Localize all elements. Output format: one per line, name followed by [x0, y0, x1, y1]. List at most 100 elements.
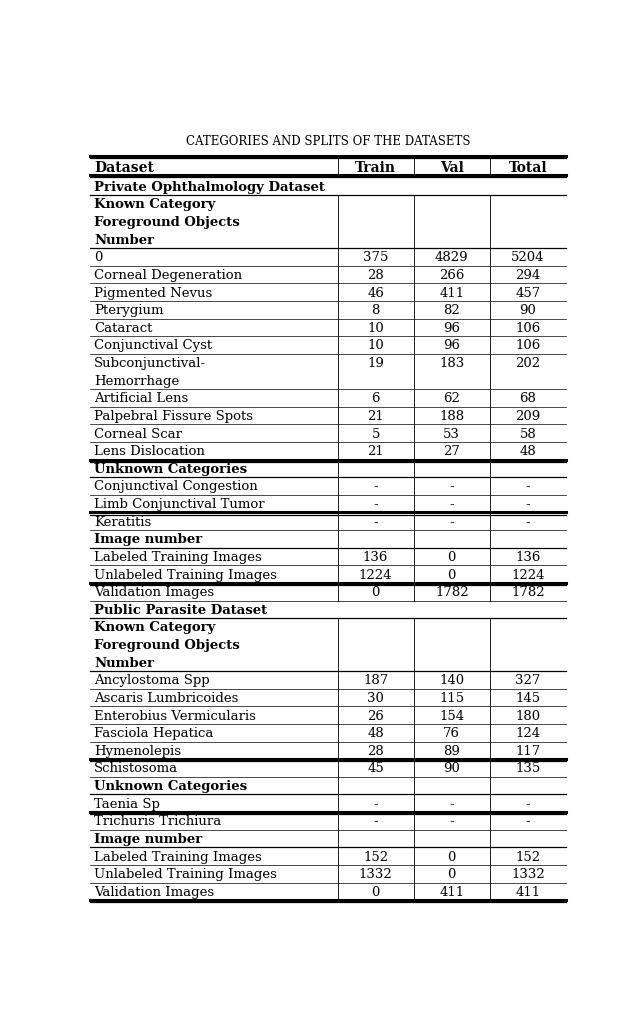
- Text: 76: 76: [444, 727, 460, 739]
- Text: 62: 62: [444, 392, 460, 405]
- Text: 96: 96: [444, 339, 460, 352]
- Text: 152: 152: [363, 849, 388, 862]
- Text: 266: 266: [439, 269, 465, 282]
- Text: Palpebral Fissure Spots: Palpebral Fissure Spots: [94, 409, 253, 423]
- Text: 19: 19: [367, 357, 384, 370]
- Text: 202: 202: [515, 357, 541, 370]
- Text: Hymenolepis: Hymenolepis: [94, 744, 181, 757]
- Text: 28: 28: [367, 744, 384, 757]
- Text: 124: 124: [515, 727, 541, 739]
- Text: Total: Total: [509, 161, 547, 174]
- Text: Fasciola Hepatica: Fasciola Hepatica: [94, 727, 213, 739]
- Text: 58: 58: [520, 427, 536, 440]
- Text: -: -: [449, 797, 454, 810]
- Text: 145: 145: [515, 692, 541, 705]
- Text: 187: 187: [363, 673, 388, 686]
- Text: -: -: [449, 516, 454, 528]
- Text: Labeled Training Images: Labeled Training Images: [94, 849, 262, 862]
- Text: 1332: 1332: [359, 867, 392, 881]
- Text: -: -: [373, 516, 378, 528]
- Text: -: -: [525, 815, 531, 828]
- Text: 1224: 1224: [359, 568, 392, 581]
- Text: 152: 152: [515, 849, 541, 862]
- Text: Taenia Sp: Taenia Sp: [94, 797, 160, 810]
- Text: 411: 411: [439, 286, 465, 299]
- Text: CATEGORIES AND SPLITS OF THE DATASETS: CATEGORIES AND SPLITS OF THE DATASETS: [186, 134, 470, 148]
- Text: Pterygium: Pterygium: [94, 304, 163, 316]
- Text: -: -: [373, 497, 378, 511]
- Text: 1332: 1332: [511, 867, 545, 881]
- Text: Image number: Image number: [94, 832, 202, 845]
- Text: 6: 6: [371, 392, 380, 405]
- Text: Lens Dislocation: Lens Dislocation: [94, 445, 205, 458]
- Text: -: -: [449, 815, 454, 828]
- Text: 136: 136: [363, 550, 388, 563]
- Text: Validation Images: Validation Images: [94, 585, 214, 599]
- Text: Enterobius Vermicularis: Enterobius Vermicularis: [94, 709, 256, 722]
- Text: 115: 115: [439, 692, 465, 705]
- Text: Known Category: Known Category: [94, 621, 215, 634]
- Text: 375: 375: [363, 251, 388, 264]
- Text: Ancylostoma Spp: Ancylostoma Spp: [94, 673, 209, 686]
- Text: Private Ophthalmology Dataset: Private Ophthalmology Dataset: [94, 181, 324, 194]
- Text: 117: 117: [515, 744, 541, 757]
- Text: 26: 26: [367, 709, 384, 722]
- Text: 0: 0: [447, 849, 456, 862]
- Text: Corneal Degeneration: Corneal Degeneration: [94, 269, 242, 282]
- Text: 209: 209: [515, 409, 541, 423]
- Text: -: -: [525, 797, 531, 810]
- Text: 135: 135: [515, 761, 541, 774]
- Text: Cataract: Cataract: [94, 321, 152, 335]
- Text: 4829: 4829: [435, 251, 468, 264]
- Text: 0: 0: [94, 251, 102, 264]
- Text: 327: 327: [515, 673, 541, 686]
- Text: Validation Images: Validation Images: [94, 885, 214, 898]
- Text: 68: 68: [520, 392, 536, 405]
- Text: 5204: 5204: [511, 251, 545, 264]
- Text: Keratitis: Keratitis: [94, 516, 151, 528]
- Text: Foreground Objects: Foreground Objects: [94, 638, 239, 651]
- Text: -: -: [373, 797, 378, 810]
- Text: -: -: [449, 480, 454, 493]
- Text: -: -: [525, 497, 531, 511]
- Text: Foreground Objects: Foreground Objects: [94, 215, 239, 228]
- Text: Pigmented Nevus: Pigmented Nevus: [94, 286, 212, 299]
- Text: 27: 27: [444, 445, 460, 458]
- Text: Conjunctival Cyst: Conjunctival Cyst: [94, 339, 212, 352]
- Text: 1782: 1782: [435, 585, 468, 599]
- Text: -: -: [525, 516, 531, 528]
- Text: 183: 183: [439, 357, 465, 370]
- Text: 188: 188: [439, 409, 465, 423]
- Text: Image number: Image number: [94, 533, 202, 546]
- Text: 5: 5: [371, 427, 380, 440]
- Text: 46: 46: [367, 286, 384, 299]
- Text: Conjunctival Congestion: Conjunctival Congestion: [94, 480, 258, 493]
- Text: Hemorrhage: Hemorrhage: [94, 374, 179, 387]
- Text: -: -: [373, 480, 378, 493]
- Text: 53: 53: [444, 427, 460, 440]
- Text: 411: 411: [515, 885, 541, 898]
- Text: 106: 106: [515, 321, 541, 335]
- Text: Limb Conjunctival Tumor: Limb Conjunctival Tumor: [94, 497, 264, 511]
- Text: 48: 48: [520, 445, 536, 458]
- Text: 411: 411: [439, 885, 465, 898]
- Text: 294: 294: [515, 269, 541, 282]
- Text: Corneal Scar: Corneal Scar: [94, 427, 182, 440]
- Text: 10: 10: [367, 321, 384, 335]
- Text: Unlabeled Training Images: Unlabeled Training Images: [94, 867, 276, 881]
- Text: 0: 0: [447, 568, 456, 581]
- Text: 8: 8: [371, 304, 380, 316]
- Text: 0: 0: [447, 867, 456, 881]
- Text: 21: 21: [367, 409, 384, 423]
- Text: 10: 10: [367, 339, 384, 352]
- Text: -: -: [449, 497, 454, 511]
- Text: -: -: [373, 815, 378, 828]
- Text: Val: Val: [440, 161, 464, 174]
- Text: 21: 21: [367, 445, 384, 458]
- Text: 96: 96: [444, 321, 460, 335]
- Text: Labeled Training Images: Labeled Training Images: [94, 550, 262, 563]
- Text: Unknown Categories: Unknown Categories: [94, 779, 247, 793]
- Text: 154: 154: [439, 709, 465, 722]
- Text: 45: 45: [367, 761, 384, 774]
- Text: 0: 0: [447, 550, 456, 563]
